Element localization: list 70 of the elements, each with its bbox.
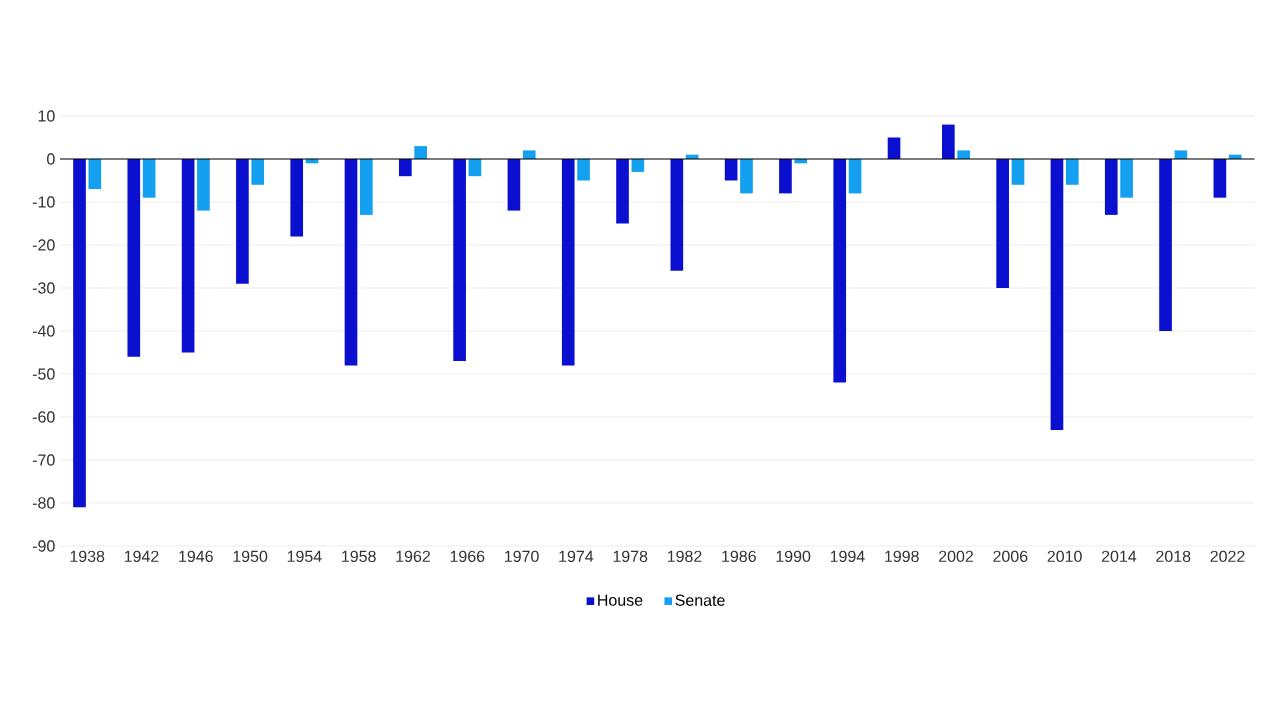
x-tick-label: 2014 (1101, 550, 1137, 563)
x-tick-label: 1962 (396, 550, 430, 563)
y-tick-label: 0 (47, 153, 55, 165)
x-tick-label: 1966 (450, 550, 485, 563)
x-tick-label: 1998 (885, 550, 919, 563)
bar (181, 158, 195, 353)
y-tick-label: -40 (32, 325, 55, 337)
bar (142, 158, 156, 198)
x-tick-label: 1978 (613, 550, 648, 563)
bar (1104, 158, 1118, 215)
x-tick-label: 2018 (1156, 550, 1191, 563)
x-tick-label: 1990 (776, 550, 811, 563)
bar (779, 158, 792, 194)
x-tick-label: 2022 (1210, 550, 1245, 563)
x-tick-label: 2002 (939, 550, 973, 563)
bar (360, 158, 373, 215)
bar (88, 158, 102, 190)
x-tick-label: 1974 (559, 550, 594, 563)
legend-label: House (598, 594, 643, 606)
y-tick-label: -20 (32, 239, 55, 251)
x-tick-label: 1950 (233, 550, 268, 563)
y-tick-label: -50 (32, 368, 55, 380)
bar (833, 158, 847, 383)
x-tick-label: 1938 (70, 550, 105, 563)
x-tick-label: 1942 (124, 550, 159, 563)
bar (616, 158, 629, 224)
bar (507, 158, 521, 211)
y-tick-label: -60 (32, 411, 55, 423)
y-tick-label: -90 (32, 540, 55, 552)
bar (887, 137, 901, 159)
y-tick-label: -80 (32, 497, 55, 509)
bar (1050, 158, 1064, 430)
bar (942, 124, 955, 159)
bar (996, 158, 1009, 288)
x-tick-label: 2010 (1047, 550, 1082, 563)
bar (740, 158, 753, 194)
x-tick-label: 1954 (287, 550, 322, 563)
x-tick-label: 1970 (505, 550, 539, 563)
bar (1120, 158, 1133, 198)
bar (127, 158, 141, 357)
x-tick-label: 1958 (342, 550, 376, 563)
bar (344, 158, 358, 366)
y-tick-label: -30 (32, 282, 55, 294)
x-tick-label: 1994 (830, 550, 865, 563)
y-tick-label: 10 (38, 110, 55, 122)
bar (453, 158, 466, 362)
x-tick-label: 1946 (179, 550, 213, 563)
x-tick-label: 1982 (667, 550, 702, 563)
bar (670, 158, 684, 271)
bar (957, 150, 971, 159)
x-tick-label: 2006 (993, 550, 1028, 563)
bar (414, 146, 427, 159)
bar (848, 158, 862, 194)
bar (561, 158, 575, 366)
bar (73, 158, 86, 508)
bar (197, 158, 210, 211)
bar (577, 158, 590, 181)
bar (236, 158, 249, 284)
bar (1213, 158, 1227, 198)
bar (1011, 158, 1025, 185)
bar (398, 158, 412, 177)
bar (522, 150, 536, 159)
y-tick-label: -70 (32, 454, 55, 466)
bar (251, 158, 265, 185)
bar (290, 158, 304, 237)
bar (1065, 158, 1079, 185)
legend-label: Senate (675, 594, 725, 606)
x-tick-label: 1986 (722, 550, 756, 563)
y-tick-label: -10 (32, 196, 55, 208)
bar (1159, 158, 1172, 331)
